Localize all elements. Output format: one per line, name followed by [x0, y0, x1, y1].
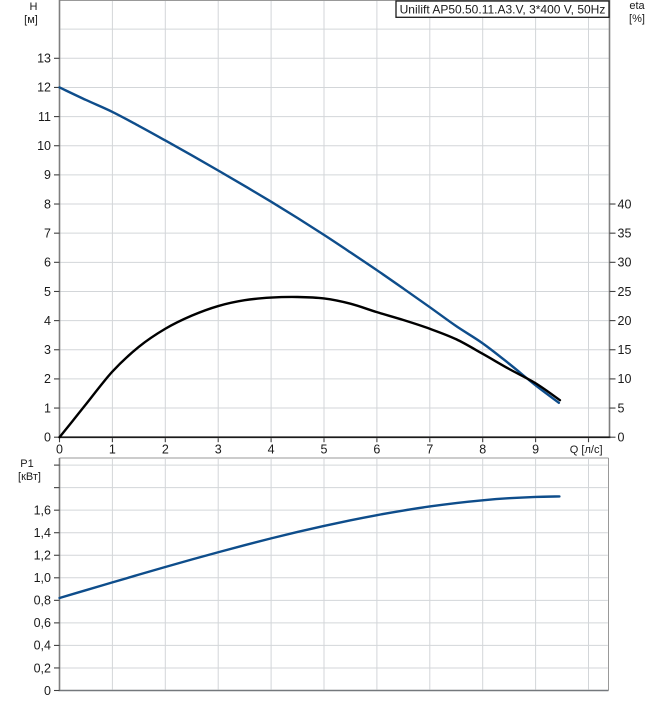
- svg-text:[%]: [%]: [629, 13, 645, 25]
- svg-text:40: 40: [618, 197, 632, 211]
- svg-text:5: 5: [44, 285, 51, 299]
- svg-text:1: 1: [44, 401, 51, 415]
- svg-text:9: 9: [532, 443, 539, 457]
- svg-text:12: 12: [37, 81, 51, 95]
- svg-text:Unilift AP50.50.11.A3.V, 3*400: Unilift AP50.50.11.A3.V, 3*400 V, 50Hz: [400, 3, 606, 17]
- svg-text:0: 0: [44, 431, 51, 445]
- svg-text:20: 20: [618, 314, 632, 328]
- svg-text:30: 30: [618, 256, 632, 270]
- svg-text:3: 3: [215, 443, 222, 457]
- svg-text:15: 15: [618, 343, 632, 357]
- svg-text:Q [л/с]: Q [л/с]: [570, 444, 603, 456]
- svg-text:9: 9: [44, 168, 51, 182]
- svg-text:8: 8: [479, 443, 486, 457]
- svg-text:0: 0: [618, 431, 625, 445]
- svg-text:3: 3: [44, 343, 51, 357]
- svg-text:7: 7: [426, 443, 433, 457]
- svg-text:4: 4: [268, 443, 275, 457]
- svg-text:0,4: 0,4: [34, 639, 51, 653]
- svg-text:[м]: [м]: [24, 14, 38, 26]
- svg-text:2: 2: [162, 443, 169, 457]
- svg-text:1,2: 1,2: [34, 549, 51, 563]
- svg-text:P1: P1: [20, 458, 33, 470]
- svg-text:7: 7: [44, 227, 51, 241]
- svg-text:1,0: 1,0: [34, 571, 51, 585]
- svg-text:10: 10: [618, 372, 632, 386]
- svg-text:0: 0: [44, 684, 51, 698]
- svg-text:10: 10: [37, 139, 51, 153]
- svg-text:8: 8: [44, 197, 51, 211]
- svg-text:1: 1: [109, 443, 116, 457]
- svg-text:5: 5: [321, 443, 328, 457]
- svg-text:H: H: [30, 1, 38, 13]
- svg-text:0,2: 0,2: [34, 661, 51, 675]
- svg-text:2: 2: [44, 372, 51, 386]
- svg-text:25: 25: [618, 285, 632, 299]
- svg-text:4: 4: [44, 314, 51, 328]
- svg-text:[кВт]: [кВт]: [18, 471, 41, 483]
- svg-text:0,8: 0,8: [34, 594, 51, 608]
- svg-text:5: 5: [618, 401, 625, 415]
- svg-text:0,6: 0,6: [34, 616, 51, 630]
- svg-text:13: 13: [37, 52, 51, 66]
- svg-text:0: 0: [56, 443, 63, 457]
- svg-text:35: 35: [618, 227, 632, 241]
- svg-text:eta: eta: [629, 0, 645, 12]
- svg-text:6: 6: [44, 256, 51, 270]
- svg-text:6: 6: [373, 443, 380, 457]
- svg-text:11: 11: [38, 110, 51, 124]
- svg-text:1,4: 1,4: [34, 526, 51, 540]
- svg-text:1,6: 1,6: [34, 504, 51, 518]
